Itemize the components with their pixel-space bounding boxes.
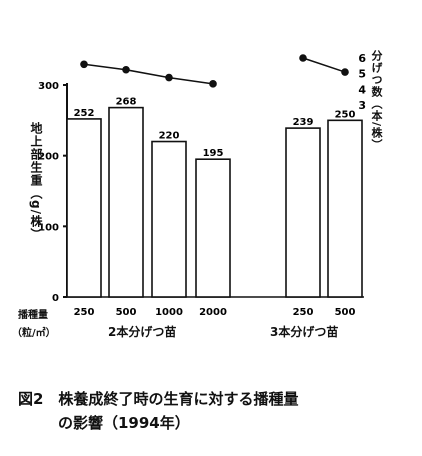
tiller-point xyxy=(299,54,307,62)
y2-axis-label: 分げつ数（本/株） xyxy=(370,50,383,152)
bar-value-label: 250 xyxy=(335,109,356,120)
y2-tick-label: 6 xyxy=(358,52,366,65)
bar xyxy=(195,158,231,298)
group-label-3: 3本分げつ苗 xyxy=(270,325,339,339)
bar-value-label: 220 xyxy=(159,131,180,142)
tiller-line xyxy=(83,63,214,85)
bar xyxy=(108,106,144,298)
tiller-line xyxy=(302,57,346,73)
y-axis-label: 地上部生重（g/株） xyxy=(29,122,43,241)
y2-tick-label: 5 xyxy=(358,68,366,81)
bar xyxy=(151,140,187,298)
bar-value-label: 195 xyxy=(203,148,224,159)
y2-tick-label: 3 xyxy=(358,99,366,112)
figure-caption-line1: 図2 株養成終了時の生育に対する播種量 xyxy=(18,390,299,408)
x-tick-label: 250 xyxy=(293,307,314,318)
bar xyxy=(327,119,363,298)
y-tick-label: 0 xyxy=(52,293,59,304)
tiller-point xyxy=(165,73,173,82)
y-tick-label: 100 xyxy=(38,222,59,233)
y-tick-label: 300 xyxy=(38,81,59,92)
tiller-point xyxy=(122,65,130,74)
x-axis-label-line2: （粒/㎡） xyxy=(12,328,56,339)
x-tick-label: 1000 xyxy=(155,307,183,318)
x-tick-label: 500 xyxy=(116,307,137,318)
bar-value-label: 268 xyxy=(116,97,137,108)
y2-tick-label: 4 xyxy=(358,83,366,96)
y-tick-label: 200 xyxy=(38,152,59,163)
bar xyxy=(285,127,321,298)
tiller-point xyxy=(209,80,217,88)
bar-value-label: 239 xyxy=(293,117,314,128)
group-label-2: 2本分げつ苗 xyxy=(108,325,177,339)
bar-value-label: 252 xyxy=(74,108,95,119)
x-tick-label: 500 xyxy=(335,307,356,318)
x-axis-label-line1: 播種量 xyxy=(18,310,48,321)
tiller-point xyxy=(80,60,88,69)
x-tick-label: 2000 xyxy=(199,307,227,318)
x-tick-label: 250 xyxy=(74,307,95,318)
tiller-point xyxy=(341,68,349,76)
bar xyxy=(66,118,102,298)
figure-caption-line2: の影響（1994年） xyxy=(58,414,190,432)
